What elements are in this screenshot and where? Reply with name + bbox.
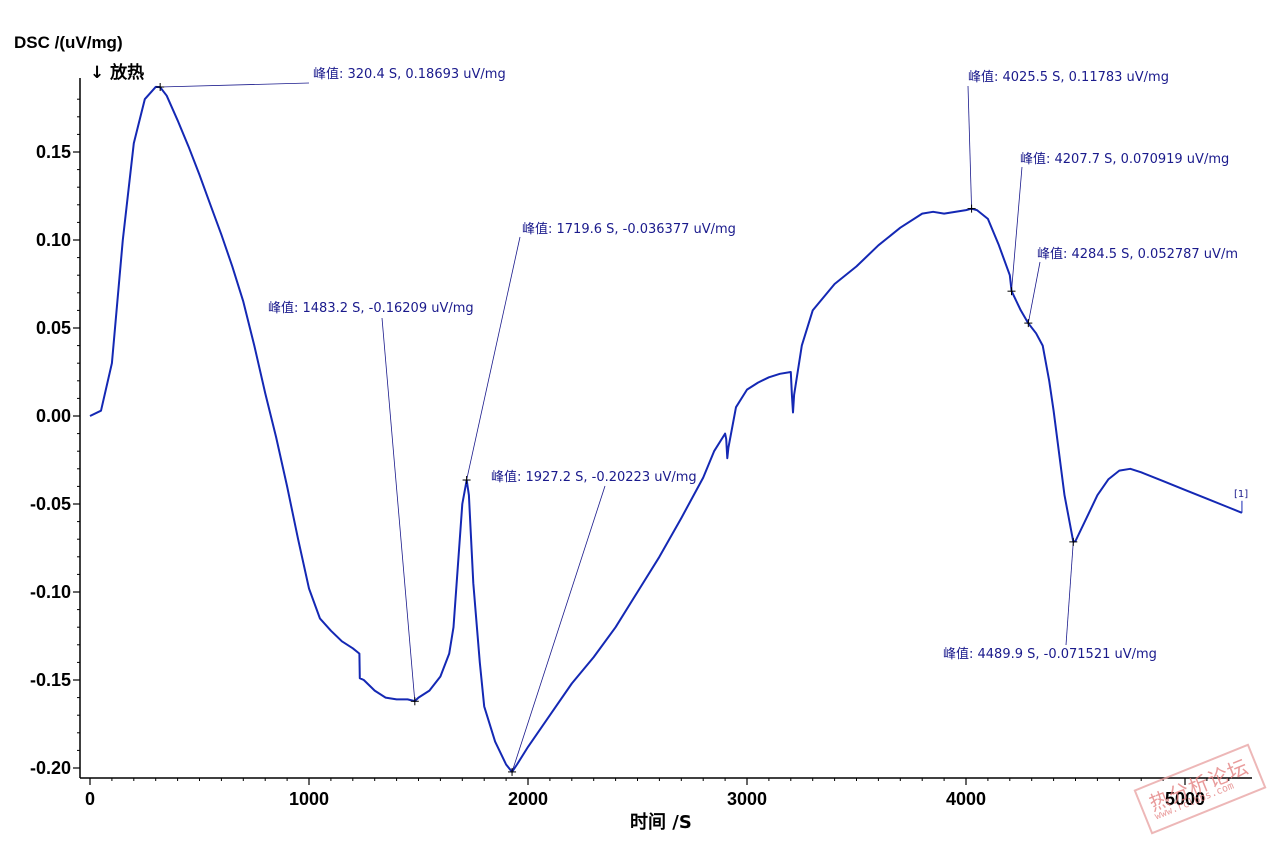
peak-leader-line <box>381 317 416 702</box>
x-tick-label: 0 <box>85 789 95 809</box>
y-tick-label: -0.05 <box>30 494 71 514</box>
x-tick-label: 1000 <box>289 789 329 809</box>
x-tick-label: 2000 <box>508 789 548 809</box>
y-tick-label: 0.05 <box>36 318 71 338</box>
dsc-series-line <box>89 85 1243 773</box>
peak-annotation-label: 峰值: 1483.2 S, -0.16209 uV/mg <box>268 300 474 316</box>
x-axis-label: 时间 /S <box>630 812 692 833</box>
peak-leader-line <box>967 85 972 209</box>
y-tick-label: 0.15 <box>36 142 71 162</box>
peak-annotation-label: 峰值: 4489.9 S, -0.071521 uV/mg <box>943 646 1157 662</box>
peak-leader-line <box>511 485 606 773</box>
peak-leader-line <box>1027 261 1041 324</box>
peak-annotation-label: 峰值: 1927.2 S, -0.20223 uV/mg <box>491 469 697 485</box>
x-tick-label: 4000 <box>946 789 986 809</box>
peak-leader-line <box>1065 541 1074 646</box>
peak-leader-line <box>1011 166 1023 292</box>
x-tick-label: 3000 <box>727 789 767 809</box>
peak-annotation-label: 峰值: 4284.5 S, 0.052787 uV/m <box>1037 246 1238 262</box>
y-axis-sublabel: ↓ 放热 <box>90 63 145 83</box>
y-axis-label: DSC /(uV/mg) <box>14 33 123 52</box>
peak-annotation-label: 峰值: 4207.7 S, 0.070919 uV/mg <box>1020 151 1229 167</box>
x-tick-label: 5000 <box>1165 789 1205 809</box>
peak-annotation-label: 峰值: 4025.5 S, 0.11783 uV/mg <box>968 69 1169 85</box>
peak-leader-line <box>466 236 521 481</box>
peak-leader-line <box>160 82 310 88</box>
y-tick-label: -0.10 <box>30 582 71 602</box>
y-tick-label: -0.20 <box>30 758 71 778</box>
y-tick-label: 0.00 <box>36 406 71 426</box>
y-tick-label: 0.10 <box>36 230 71 250</box>
y-tick-label: -0.15 <box>30 670 71 690</box>
peak-annotation-label: 峰值: 320.4 S, 0.18693 uV/mg <box>313 66 506 82</box>
peak-annotation-label: 峰值: 1719.6 S, -0.036377 uV/mg <box>522 221 736 237</box>
series-end-label: [1] <box>1234 489 1248 500</box>
